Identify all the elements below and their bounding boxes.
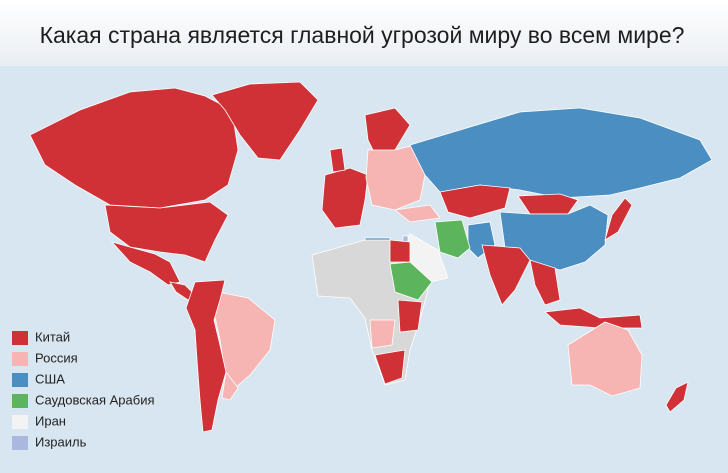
iran: [434, 219, 471, 259]
legend-swatch: [12, 436, 28, 450]
canada: [29, 87, 239, 209]
legend-label: Китай: [35, 329, 70, 344]
south-africa: [374, 349, 406, 385]
andes: [185, 279, 227, 433]
world-map: [29, 81, 713, 433]
title: Какая страна является главной угрозой ми…: [40, 22, 685, 48]
legend-swatch: [12, 352, 28, 366]
kazakhstan: [439, 184, 511, 219]
argentina-east: [221, 370, 239, 401]
angola: [369, 319, 396, 349]
legend: Китай Россия США Саудовская Арабия Иран Израи…: [12, 329, 155, 450]
india: [481, 244, 531, 306]
legend-label: Россия: [35, 350, 78, 365]
greenland: [211, 81, 319, 161]
legend-swatch: [12, 373, 28, 387]
eastern-europe: [365, 144, 426, 211]
egypt: [389, 239, 411, 263]
brazil: [213, 291, 276, 389]
western-europe: [321, 167, 369, 229]
indonesia: [544, 307, 643, 329]
turkey: [394, 204, 441, 223]
uk: [329, 147, 346, 173]
japan: [604, 197, 633, 241]
legend-swatch: [12, 394, 28, 408]
east-africa: [397, 299, 423, 333]
southeast-asia: [529, 259, 561, 306]
australia: [567, 321, 643, 397]
legend-label: США: [35, 371, 65, 386]
legend-swatch: [12, 331, 28, 345]
sudan-ethiopia: [389, 261, 433, 301]
legend-swatch: [12, 415, 28, 429]
legend-label: Иран: [35, 413, 66, 428]
new-zealand: [665, 381, 689, 413]
legend-label: Саудовская Арабия: [35, 392, 155, 407]
legend-label: Израиль: [35, 434, 87, 449]
title-bar: [0, 0, 728, 66]
usa: [104, 201, 229, 263]
mongolia: [517, 193, 579, 215]
